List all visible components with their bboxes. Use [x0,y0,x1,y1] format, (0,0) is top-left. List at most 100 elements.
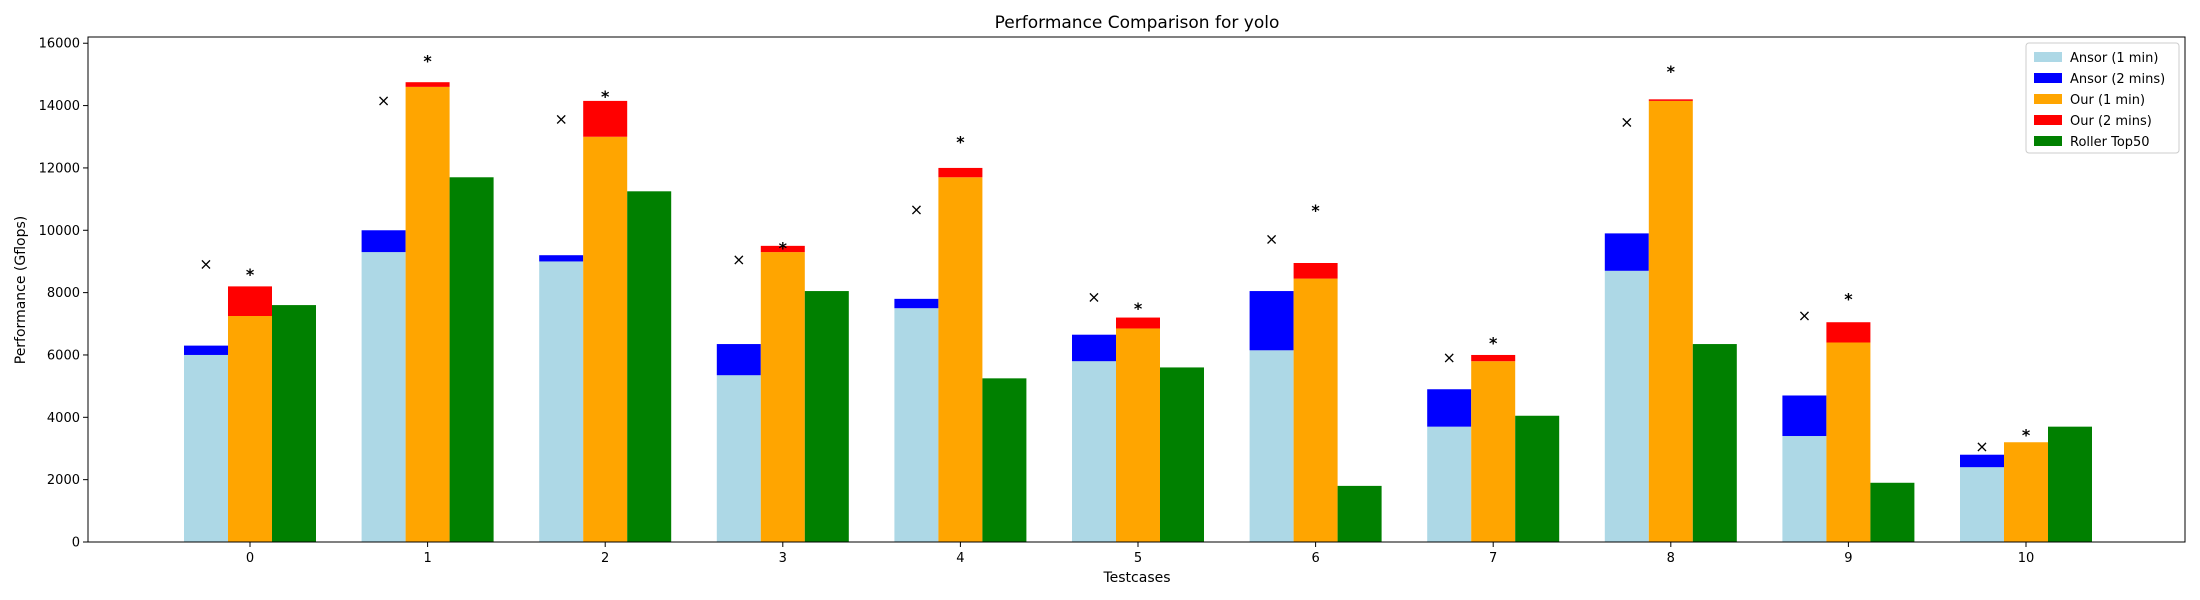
bar-our-1min-4 [938,177,983,542]
bar-ansor-2mins-2 [539,255,584,262]
bar-roller-top50-5 [1160,367,1204,542]
ansor-marker-6: × [1265,230,1278,249]
bar-roller-top50-7 [1515,415,1560,542]
bar-our-2mins-0 [228,286,272,316]
bar-ansor-1min-6 [1249,350,1294,542]
bar-roller-top50-9 [1870,482,1915,542]
x-axis-label: Testcases [1102,570,1170,586]
bar-our-1min-5 [1116,328,1160,542]
ansor-marker-1: × [377,91,390,110]
y-tick-label: 16000 [39,37,80,52]
bar-our-2mins-9 [1826,322,1871,343]
x-tick-label: 5 [1134,551,1142,566]
bar-our-2mins-4 [938,167,983,178]
bar-roller-top50-3 [804,291,849,542]
bar-ansor-2mins-7 [1427,389,1472,427]
legend-swatch [2034,73,2062,83]
legend-swatch [2034,136,2062,146]
ansor-marker-9: × [1798,306,1811,325]
ansor-marker-8: × [1620,113,1633,132]
ansor-marker-0: × [199,255,212,274]
x-axis: 0 1 2 3 4 5 6 7 8 9 10 [246,542,2034,566]
bar-our-2mins-8 [1648,99,1693,101]
bar-ansor-1min-2 [539,261,584,542]
bar-our-2mins-7 [1471,354,1516,362]
bar-ansor-2mins-4 [894,298,939,309]
markers-layer: × * × * × * × * × * × * × * × * × * × * × * [199,51,2031,456]
our-marker-3: * [779,238,788,257]
our-marker-7: * [1489,333,1498,352]
bar-our-1min-8 [1648,100,1693,542]
ansor-marker-7: × [1442,348,1455,367]
legend-swatch [2034,94,2062,104]
our-marker-8: * [1667,62,1676,81]
legend-swatch [2034,52,2062,62]
bar-roller-top50-1 [449,177,494,542]
ansor-marker-3: × [732,250,745,269]
y-axis: 0 2000 4000 6000 8000 10000 12000 14000 16000 [39,37,88,551]
bar-ansor-2mins-6 [1249,291,1294,351]
bar-our-2mins-1 [405,82,450,87]
bar-ansor-2mins-1 [361,230,406,253]
bar-our-2mins-2 [583,100,628,137]
bar-our-1min-0 [228,315,272,542]
y-tick-label: 6000 [47,348,80,363]
legend-swatch [2034,115,2062,125]
x-tick-label: 9 [1844,551,1852,566]
bar-ansor-2mins-8 [1604,233,1649,271]
bar-ansor-1min-8 [1604,270,1649,542]
x-tick-label: 6 [1311,551,1319,566]
bar-ansor-1min-7 [1427,426,1472,542]
x-tick-label: 8 [1667,551,1675,566]
ansor-marker-4: × [910,200,923,219]
x-tick-label: 1 [423,551,431,566]
bar-ansor-2mins-0 [184,345,228,355]
y-tick-label: 8000 [47,286,80,301]
bar-roller-top50-10 [2048,426,2092,542]
y-tick-label: 2000 [47,473,80,488]
our-marker-5: * [1134,299,1143,318]
our-marker-10: * [2022,425,2031,444]
y-tick-label: 10000 [39,224,80,239]
bar-our-2mins-5 [1116,317,1160,329]
bar-our-1min-10 [2004,442,2048,542]
legend-label: Our (1 min) [2070,93,2145,108]
legend-box [2025,42,2180,154]
bar-our-1min-6 [1293,278,1338,542]
our-marker-2: * [601,87,610,106]
bar-ansor-2mins-10 [1960,454,2004,468]
x-tick-label: 3 [779,551,787,566]
bars-layer [184,82,2092,543]
our-marker-9: * [1844,290,1853,309]
x-tick-label: 10 [2018,551,2035,566]
bar-ansor-1min-1 [361,252,406,542]
bar-ansor-2mins-3 [716,344,761,376]
our-marker-4: * [956,132,965,151]
bar-our-1min-9 [1826,342,1871,542]
plot-frame [87,36,2186,543]
chart-title: Performance Comparison for yolo [995,13,1280,33]
bar-ansor-1min-9 [1782,436,1827,542]
y-tick-label: 12000 [39,161,80,176]
bar-our-1min-7 [1471,361,1516,542]
bar-our-1min-1 [405,86,450,543]
our-marker-1: * [423,51,432,70]
legend: Ansor (1 min) Ansor (2 mins) Our (1 min) Ou… [2025,42,2180,154]
bar-our-2mins-3 [760,245,805,253]
bar-ansor-1min-0 [184,354,228,542]
bar-roller-top50-0 [272,305,316,542]
y-axis-label: Performance (Gflops) [13,216,29,365]
bar-roller-top50-8 [1692,344,1737,542]
bar-roller-top50-2 [627,191,672,543]
legend-label: Roller Top50 [2070,135,2150,150]
our-marker-6: * [1311,201,1320,220]
bar-roller-top50-4 [982,378,1027,542]
ansor-marker-2: × [554,110,567,129]
y-tick-label: 4000 [47,411,80,426]
x-tick-label: 7 [1489,551,1497,566]
bar-roller-top50-6 [1337,485,1382,542]
bar-our-1min-3 [760,252,805,542]
ansor-marker-5: × [1087,287,1100,306]
legend-label: Ansor (1 min) [2070,51,2158,66]
